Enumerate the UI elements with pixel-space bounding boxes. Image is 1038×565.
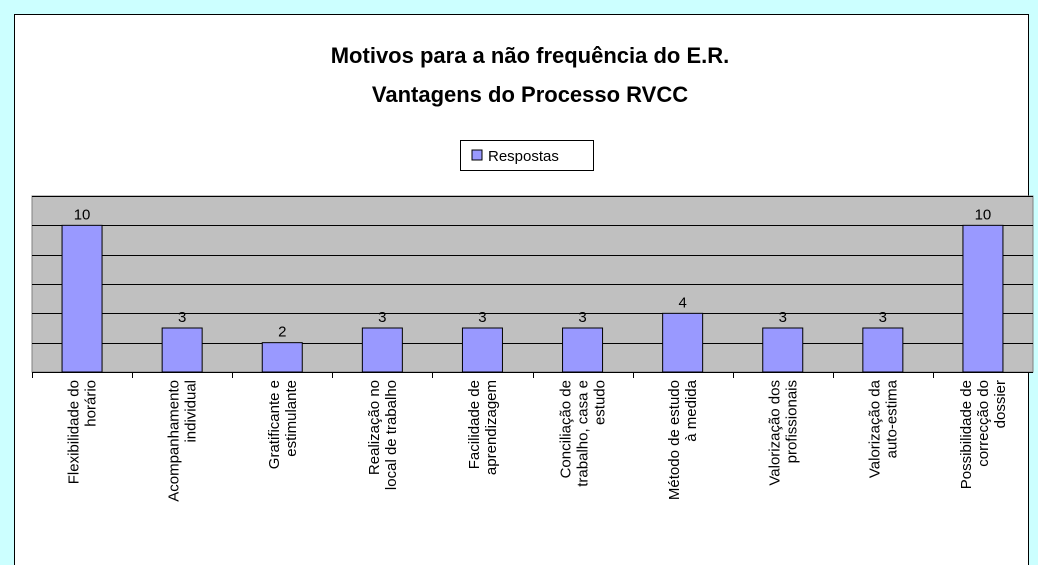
data-label: 4 [678,294,686,311]
data-label: 2 [278,324,286,341]
data-label: 3 [478,309,486,326]
legend [460,140,594,171]
legend-swatch [471,149,483,161]
bar [461,327,503,373]
x-tick-label: Realização nolocal de trabalho [366,380,400,490]
x-tick-label: Conciliação detrabalho, casa eestudo [558,380,609,487]
x-tick-label: Gratificante eestimulante [266,380,300,469]
bar [261,342,303,373]
bar [161,327,203,373]
bar [61,224,103,373]
chart-title: Vantagens do Processo RVCC [372,82,688,107]
bar [662,312,704,373]
x-tick-label: Valorização dosprofissionais [766,380,800,486]
bar [361,327,403,373]
x-tick-label: Método de estudoà medida [666,379,700,500]
data-label: 10 [975,206,992,223]
chart-title: Motivos para a não frequência do E.R. [331,43,730,68]
x-tick-label: Valorização daauto-estima [866,379,900,478]
x-tick-label: Acompanhamentoindividual [166,380,200,502]
data-label: 3 [779,309,787,326]
data-label: 10 [74,206,91,223]
bar [562,327,604,373]
data-label: 3 [178,309,186,326]
bar [762,327,804,373]
legend-label: Respostas [488,148,559,165]
x-tick-label: Flexibilidade dohorário [66,380,100,484]
bar [962,224,1004,373]
data-label: 3 [378,309,386,326]
data-label: 3 [879,309,887,326]
data-label: 3 [578,309,586,326]
x-tick-label: Facilidade deaprendizagem [466,380,500,475]
x-tick-label: Possibilidade decorrecção dodossier [958,380,1009,489]
bar [862,327,904,373]
